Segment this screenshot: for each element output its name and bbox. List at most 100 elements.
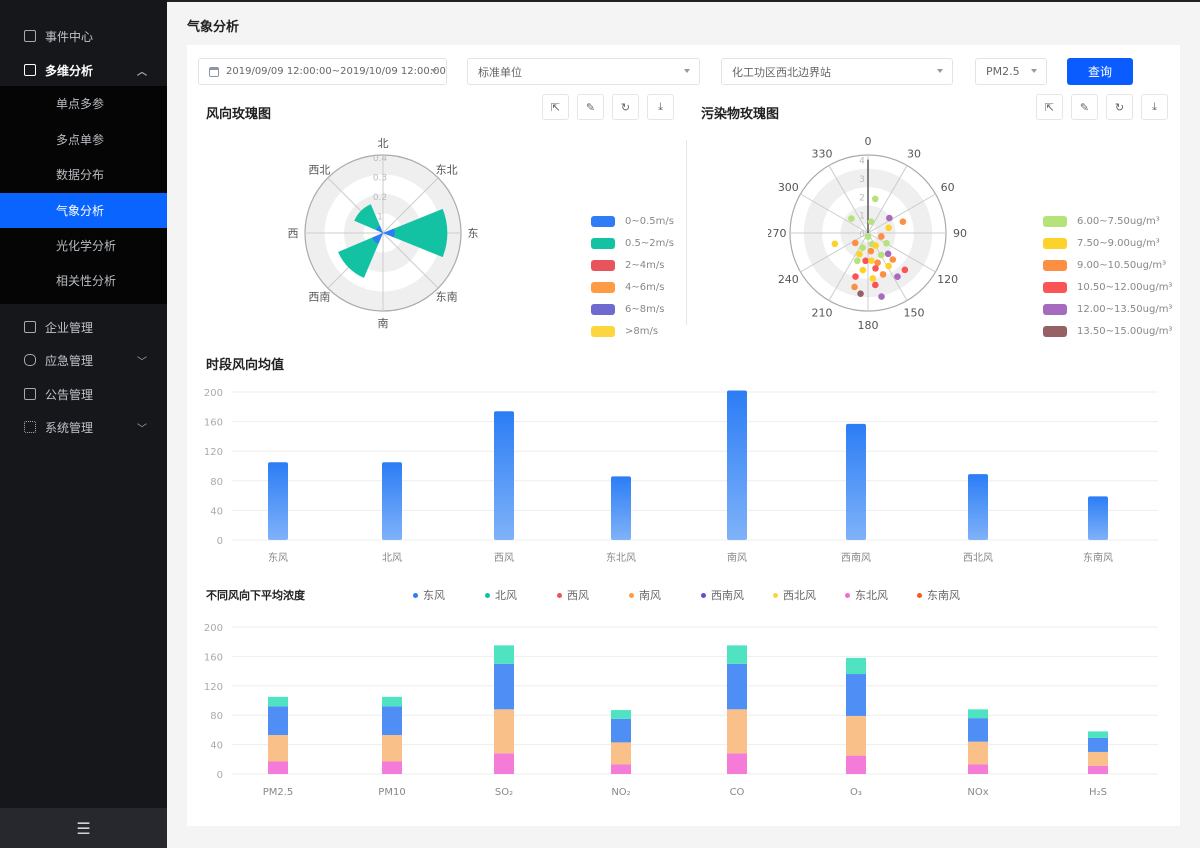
- stacked-bar-segment: [846, 715, 866, 756]
- nav-label: 多维分析: [45, 63, 94, 78]
- export-button[interactable]: ⇱: [1036, 94, 1063, 120]
- nav-item-emergency[interactable]: 应急管理 ﹀: [0, 343, 167, 377]
- spoke: [800, 232, 869, 273]
- wind-mean-bar-chart: 0 40 80 120 160 200 东风 北风 西风 东北风 南风 西南风 西北风 东南风: [204, 388, 1158, 564]
- angle-label: 0: [865, 135, 872, 148]
- legend-item[interactable]: 6.00~7.50ug/m³: [1043, 216, 1160, 227]
- legend-item[interactable]: 南风: [629, 587, 661, 603]
- nav-item-multi-analysis[interactable]: 多维分析 ︿: [0, 53, 167, 87]
- bar: [611, 476, 631, 540]
- legend-item[interactable]: 9.00~10.50ug/m³: [1043, 260, 1166, 271]
- query-button[interactable]: 查询: [1067, 58, 1133, 85]
- menu-fold-icon: ☰: [76, 818, 91, 838]
- rose-sector: [375, 225, 383, 233]
- spoke: [867, 193, 936, 234]
- bar: [382, 462, 402, 540]
- legend-item[interactable]: 2~4m/s: [591, 260, 664, 271]
- caret-down-icon: [937, 69, 943, 73]
- legend-item[interactable]: 6~8m/s: [591, 304, 664, 315]
- submenu-item-active[interactable]: 气象分析: [0, 193, 167, 228]
- nav-item-enterprise[interactable]: 企业管理: [0, 310, 167, 344]
- bar: [968, 474, 988, 540]
- date-range-value: 2019/09/09 12:00:00~2019/10/09 12:00:00: [226, 66, 446, 77]
- legend-item[interactable]: 东北风: [845, 587, 888, 603]
- download-button[interactable]: ⤓: [1141, 94, 1168, 120]
- legend-item[interactable]: 北风: [485, 587, 517, 603]
- legend-label: 4~6m/s: [625, 282, 665, 293]
- spoke: [382, 177, 439, 234]
- x-tick-label: PM2.5: [263, 787, 294, 798]
- nav-item-notice[interactable]: 公告管理: [0, 377, 167, 411]
- avg-concentration-stacked-chart: 0 40 80 120 160 200 PM2.5 PM10 SO₂ NO₂ CO O₃ NOx H₂S: [204, 623, 1158, 798]
- download-button[interactable]: ⤓: [647, 94, 674, 120]
- bar: [846, 423, 866, 540]
- edit-button[interactable]: ✎: [577, 94, 604, 120]
- stacked-bar-segment: [382, 761, 402, 774]
- legend-label: 6.00~7.50ug/m³: [1077, 216, 1160, 227]
- date-range-picker[interactable]: 2019/09/09 12:00:00~2019/10/09 12:00:00: [198, 58, 447, 85]
- submenu-item[interactable]: 数据分布: [56, 168, 105, 182]
- legend-item[interactable]: 10.50~12.00ug/m³: [1043, 282, 1172, 293]
- nav-label: 应急管理: [45, 353, 94, 368]
- direction-label: 东: [468, 227, 479, 240]
- direction-label: 西南: [308, 291, 330, 304]
- nav-item-event-center[interactable]: 事件中心: [0, 19, 167, 53]
- submenu-item[interactable]: 相关性分析: [56, 274, 117, 288]
- export-icon: ⇱: [1044, 100, 1055, 114]
- edit-button[interactable]: ✎: [1071, 94, 1098, 120]
- refresh-button[interactable]: ↻: [1106, 94, 1133, 120]
- angle-label: 150: [904, 307, 925, 320]
- stacked-bar-segment: [727, 709, 747, 754]
- scatter-point: [864, 233, 872, 240]
- legend-dot: [845, 592, 850, 598]
- scatter-point: [894, 273, 901, 280]
- submenu-item[interactable]: 单点多参: [56, 97, 105, 111]
- scatter-point: [877, 233, 885, 240]
- legend-item[interactable]: 东南风: [917, 587, 960, 603]
- station-select[interactable]: 化工功区西北边界站: [721, 58, 953, 85]
- spoke: [800, 193, 869, 234]
- direction-label: 西: [288, 227, 299, 240]
- legend-item[interactable]: 0.5~2m/s: [591, 238, 674, 249]
- nav-item-system[interactable]: 系统管理 ﹀: [0, 410, 167, 444]
- scatter-point: [869, 275, 877, 282]
- unit-value: 标准单位: [478, 65, 522, 79]
- chevron-down-icon: ﹀: [137, 423, 147, 435]
- scatter-point: [831, 240, 839, 248]
- nav-label: 公告管理: [45, 387, 94, 402]
- legend-item[interactable]: 西北风: [773, 587, 816, 603]
- legend-item[interactable]: 西风: [557, 587, 589, 603]
- x-tick-label: NOx: [967, 787, 988, 798]
- legend-swatch: [1043, 304, 1067, 315]
- legend-item[interactable]: 13.50~15.00ug/m³: [1043, 326, 1172, 337]
- legend-item[interactable]: 12.00~13.50ug/m³: [1043, 304, 1172, 315]
- legend-dot: [629, 592, 634, 598]
- export-button[interactable]: ⇱: [542, 94, 569, 120]
- scatter-point: [851, 239, 859, 247]
- stacked-bar-segment: [1088, 765, 1108, 774]
- radial-tick: 1: [859, 212, 865, 222]
- stacked-bar-segment: [611, 764, 631, 774]
- pollutant-rose-title: 污染物玫瑰图: [701, 107, 780, 122]
- collapse-sidebar-button[interactable]: ☰: [0, 808, 167, 848]
- stacked-bar-segment: [846, 657, 866, 675]
- scatter-point: [859, 244, 866, 251]
- unit-select[interactable]: 标准单位: [467, 58, 700, 85]
- pollutant-select[interactable]: PM2.5: [975, 58, 1047, 85]
- refresh-button[interactable]: ↻: [612, 94, 639, 120]
- x-tick-label: PM10: [378, 787, 405, 798]
- avg-concentration-title: 不同风向下平均浓度: [206, 589, 305, 602]
- legend-item[interactable]: 西南风: [701, 587, 744, 603]
- legend-item[interactable]: >8m/s: [591, 326, 658, 337]
- bar: [268, 462, 288, 540]
- submenu-item[interactable]: 多点单参: [56, 133, 105, 147]
- legend-item[interactable]: 4~6m/s: [591, 282, 664, 293]
- scatter-point: [872, 242, 879, 249]
- legend-swatch: [1043, 260, 1067, 271]
- legend-item[interactable]: 7.50~9.00ug/m³: [1043, 238, 1160, 249]
- legend-dot: [701, 592, 706, 598]
- legend-item[interactable]: 0~0.5m/s: [591, 216, 674, 227]
- legend-swatch: [1043, 238, 1067, 249]
- legend-item[interactable]: 东风: [413, 587, 445, 603]
- submenu-item[interactable]: 光化学分析: [56, 239, 117, 253]
